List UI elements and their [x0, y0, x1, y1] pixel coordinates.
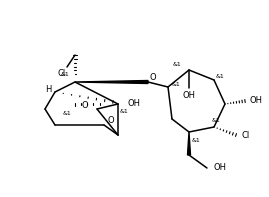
Polygon shape: [75, 81, 148, 84]
Text: &1: &1: [61, 72, 70, 76]
Text: OH: OH: [213, 164, 226, 173]
Text: &1: &1: [63, 111, 72, 115]
Text: O: O: [82, 100, 88, 110]
Text: O: O: [107, 115, 114, 125]
Text: Cl: Cl: [242, 132, 250, 140]
Text: OH: OH: [128, 98, 141, 108]
Text: &1: &1: [192, 138, 201, 143]
Text: &1: &1: [120, 109, 129, 113]
Text: O: O: [149, 72, 156, 82]
Text: &1: &1: [216, 73, 225, 78]
Text: &1: &1: [173, 61, 182, 67]
Polygon shape: [187, 132, 190, 155]
Text: Cl: Cl: [57, 69, 65, 77]
Text: &1: &1: [212, 117, 221, 123]
Text: OH: OH: [182, 90, 196, 99]
Text: H: H: [45, 85, 51, 94]
Text: OH: OH: [250, 96, 263, 104]
Text: &1: &1: [172, 82, 181, 86]
